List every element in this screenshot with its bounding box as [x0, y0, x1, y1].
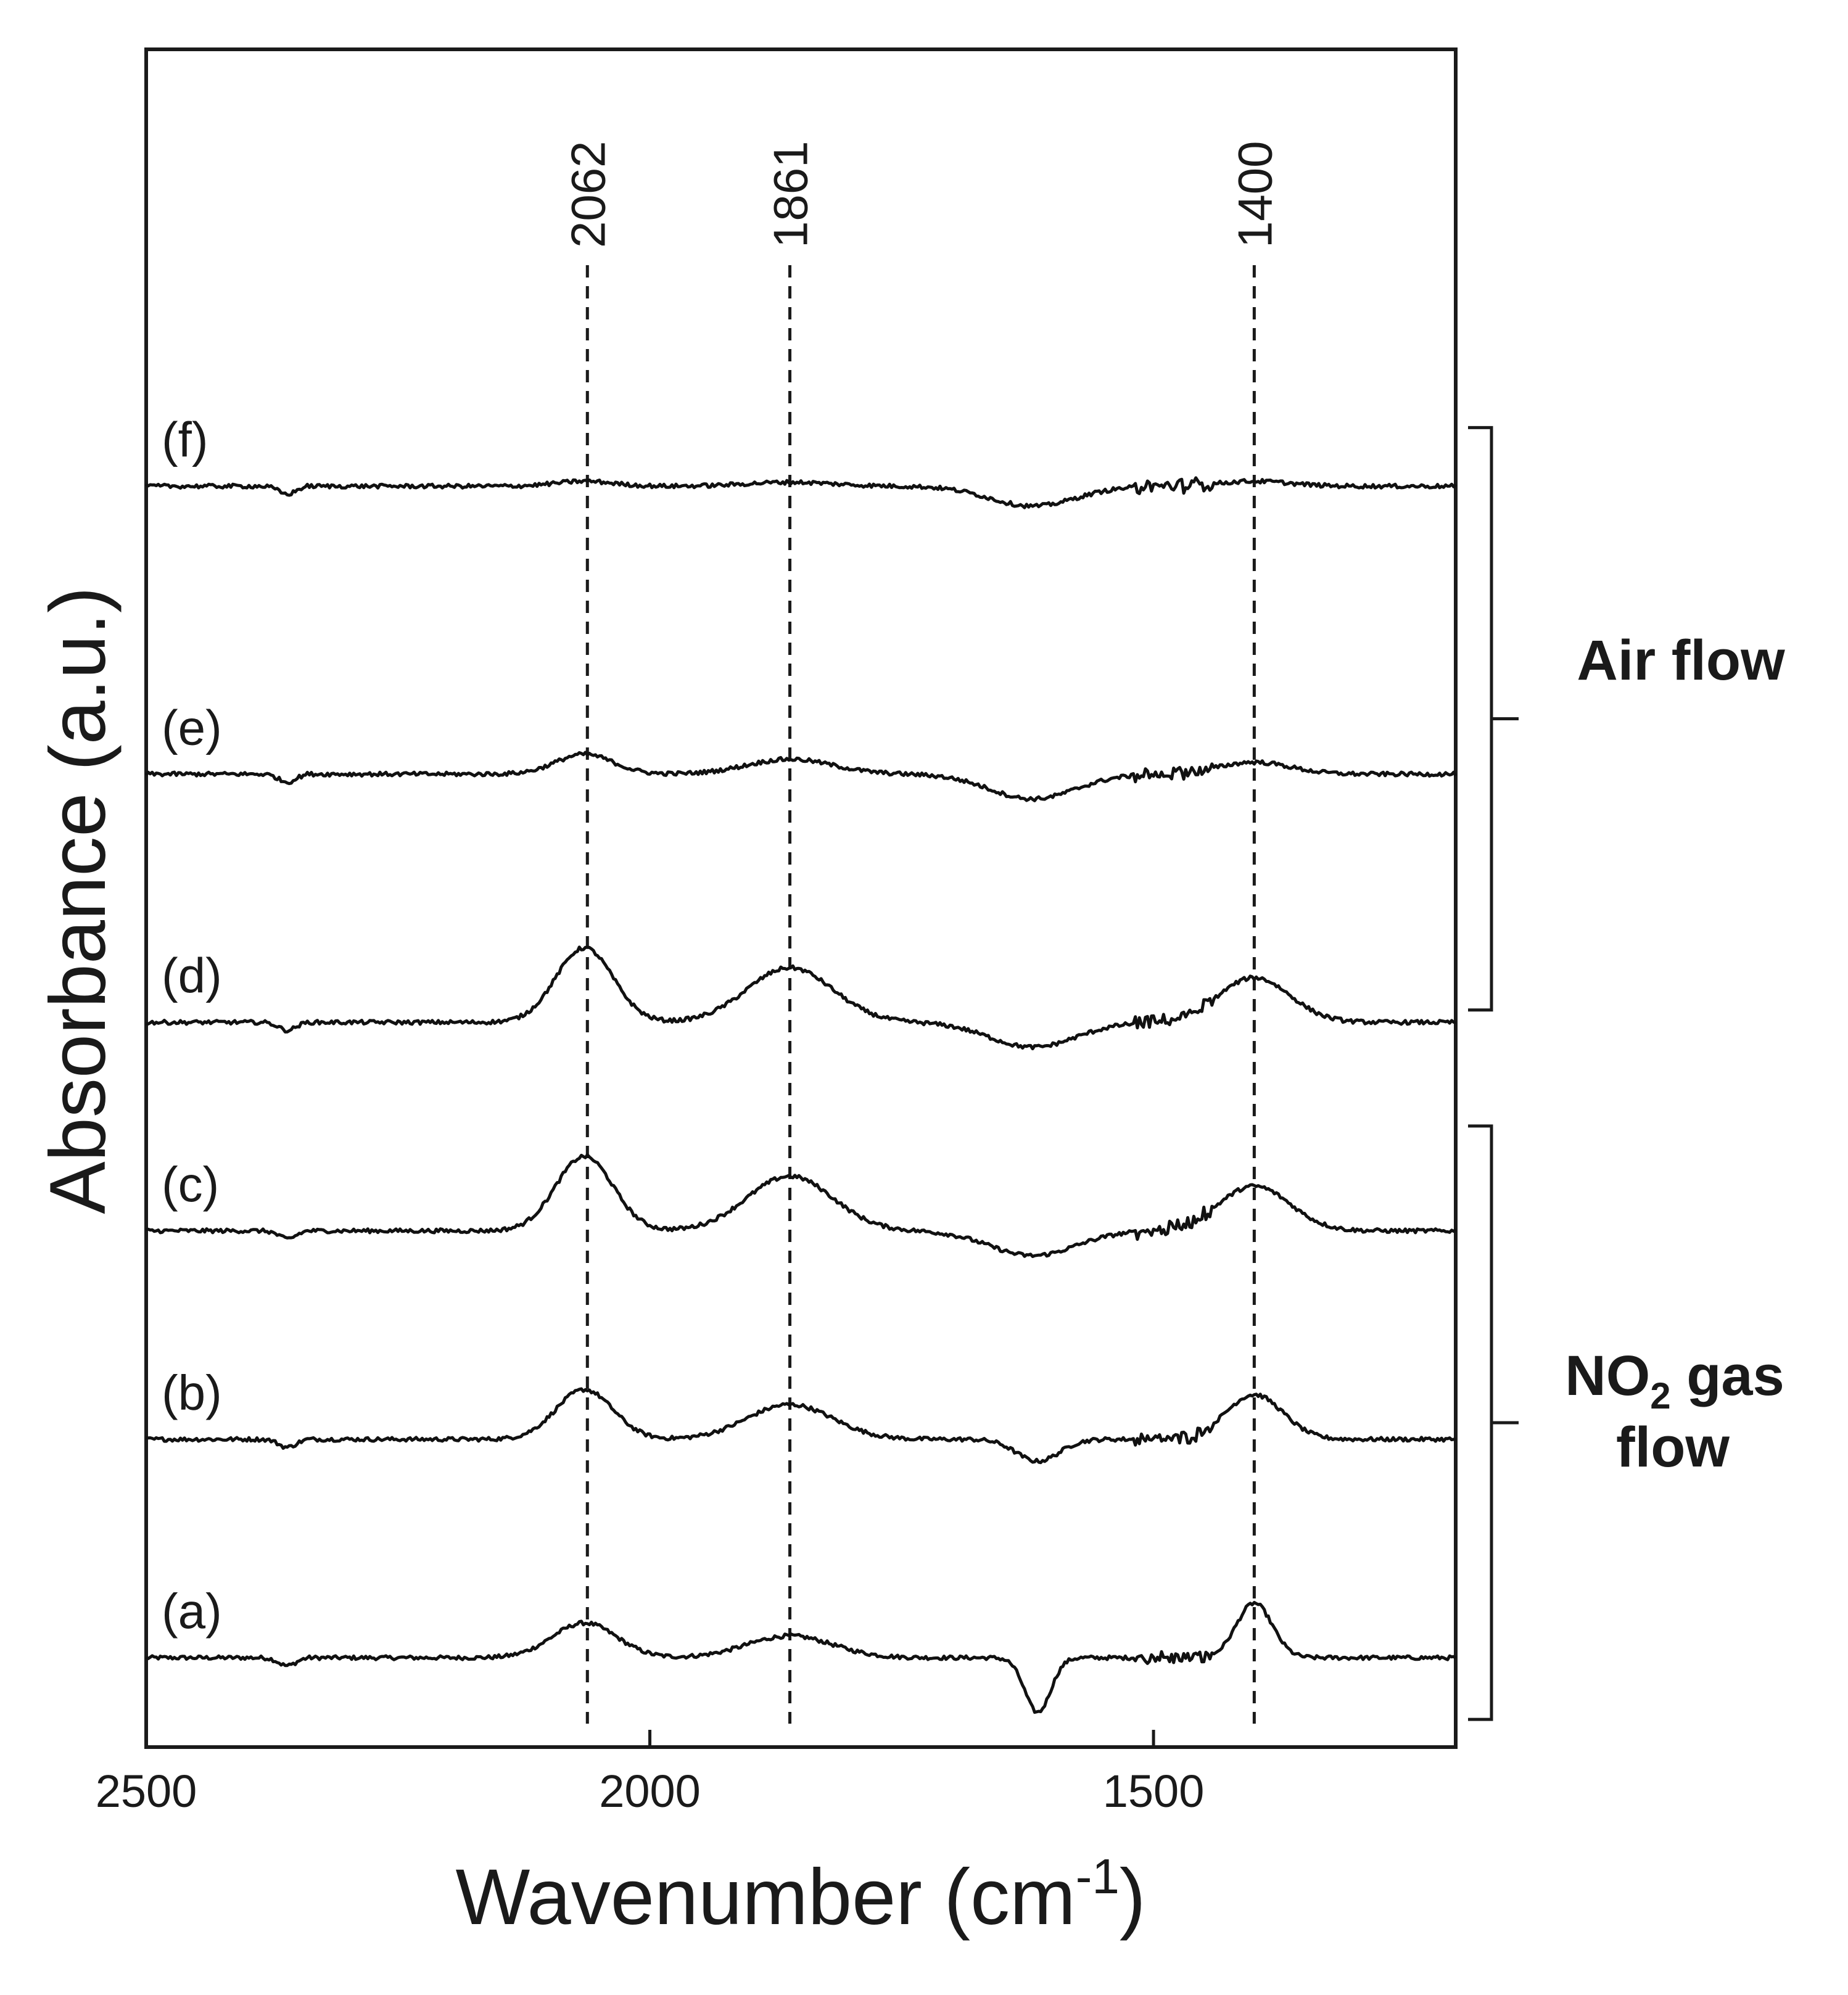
- series-label: (f): [162, 412, 208, 467]
- series-line: [146, 1153, 1457, 1258]
- plot-frame: [144, 47, 1458, 1749]
- group-bracket: [1468, 1124, 1519, 1721]
- y-axis-title: Absorbance (a.u.): [34, 586, 122, 1214]
- series-label: (a): [162, 1584, 222, 1639]
- series-line: [145, 476, 1457, 509]
- series-label: (d): [162, 948, 222, 1003]
- group-bracket: [1468, 426, 1519, 1012]
- series-label: (c): [162, 1157, 219, 1212]
- x-tick-label: 1500: [1103, 1766, 1205, 1817]
- series-lines: [144, 476, 1458, 1714]
- series-line: [145, 1601, 1457, 1714]
- x-tick-label: 2500: [96, 1766, 197, 1817]
- reference-labels: 2062 1861 1400: [561, 141, 1282, 248]
- group-brackets: [1468, 426, 1519, 1721]
- group-label-no2-gas-flow-line2: flow: [1616, 1416, 1730, 1479]
- series-label: (e): [162, 700, 222, 755]
- reference-label: 1861: [764, 141, 818, 248]
- series-line: [146, 945, 1456, 1051]
- group-label-air-flow: Air flow: [1577, 629, 1785, 692]
- series-label: (b): [162, 1365, 222, 1420]
- series-labels: (a) (b) (c) (d) (e) (f): [162, 412, 222, 1639]
- x-axis-ticks: 2500 2000 1500: [96, 1730, 1205, 1817]
- x-axis-title: Wavenumber (cm-1): [455, 1849, 1145, 1941]
- reference-label: 1400: [1227, 141, 1282, 248]
- series-line: [146, 1387, 1456, 1465]
- group-label-no2-gas-flow: NO2 gas: [1565, 1344, 1784, 1417]
- reference-label: 2062: [561, 141, 615, 248]
- series-line: [144, 751, 1458, 802]
- x-tick-label: 2000: [599, 1766, 701, 1817]
